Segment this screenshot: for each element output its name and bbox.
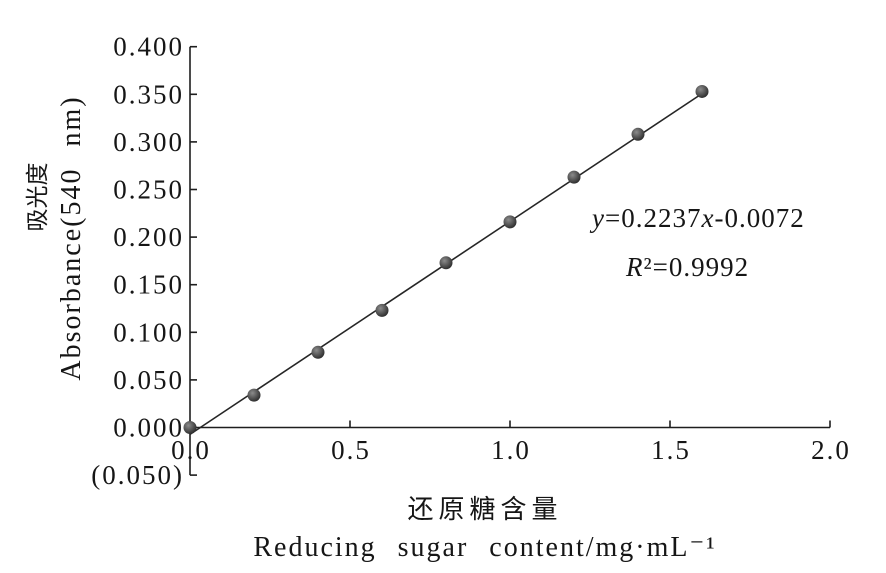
data-point [375, 303, 389, 317]
x-tick-label: 0.5 [331, 435, 371, 465]
y-tick-label: 0.350 [113, 79, 184, 109]
r-squared-label: R²=0.9992 [625, 252, 749, 282]
data-points [183, 84, 709, 434]
y-tick-label: 0.050 [113, 365, 184, 395]
x-tick-label: 0.0 [171, 435, 211, 465]
data-point [311, 345, 325, 359]
y-axis-title-en: Absorbance(540 nm) [56, 95, 87, 380]
axes: 0.400 0.350 0.300 0.250 0.200 0.150 0.100 0.050… [91, 32, 851, 490]
y-tick-label: 0.100 [113, 317, 184, 347]
data-point [247, 388, 261, 402]
y-tick-label: (0.050) [91, 460, 184, 490]
y-tick-label: 0.200 [113, 222, 184, 252]
data-point [183, 421, 197, 434]
data-point [631, 127, 645, 141]
y-tick-label: 0.300 [113, 127, 184, 157]
x-tick-label: 1.0 [491, 435, 531, 465]
data-point [695, 84, 709, 98]
data-point [567, 170, 581, 184]
y-tick-label: 0.150 [113, 270, 184, 300]
y-tick-label: 0.000 [113, 413, 184, 443]
y-tick-label: 0.250 [113, 175, 184, 205]
x-axis-title-zh: 还原糖含量 [407, 495, 562, 524]
data-point [503, 215, 517, 229]
x-tick-label: 1.5 [651, 435, 691, 465]
y-tick-label: 0.400 [113, 32, 184, 62]
fit-equation: y=0.2237x-0.0072 [589, 203, 805, 233]
x-axis-title-en: Reducing sugar content/mg·mL⁻¹ [253, 532, 716, 563]
y-axis-title-zh: 吸光度 [25, 163, 50, 232]
data-point [439, 256, 453, 270]
x-tick-label: 2.0 [811, 435, 851, 465]
